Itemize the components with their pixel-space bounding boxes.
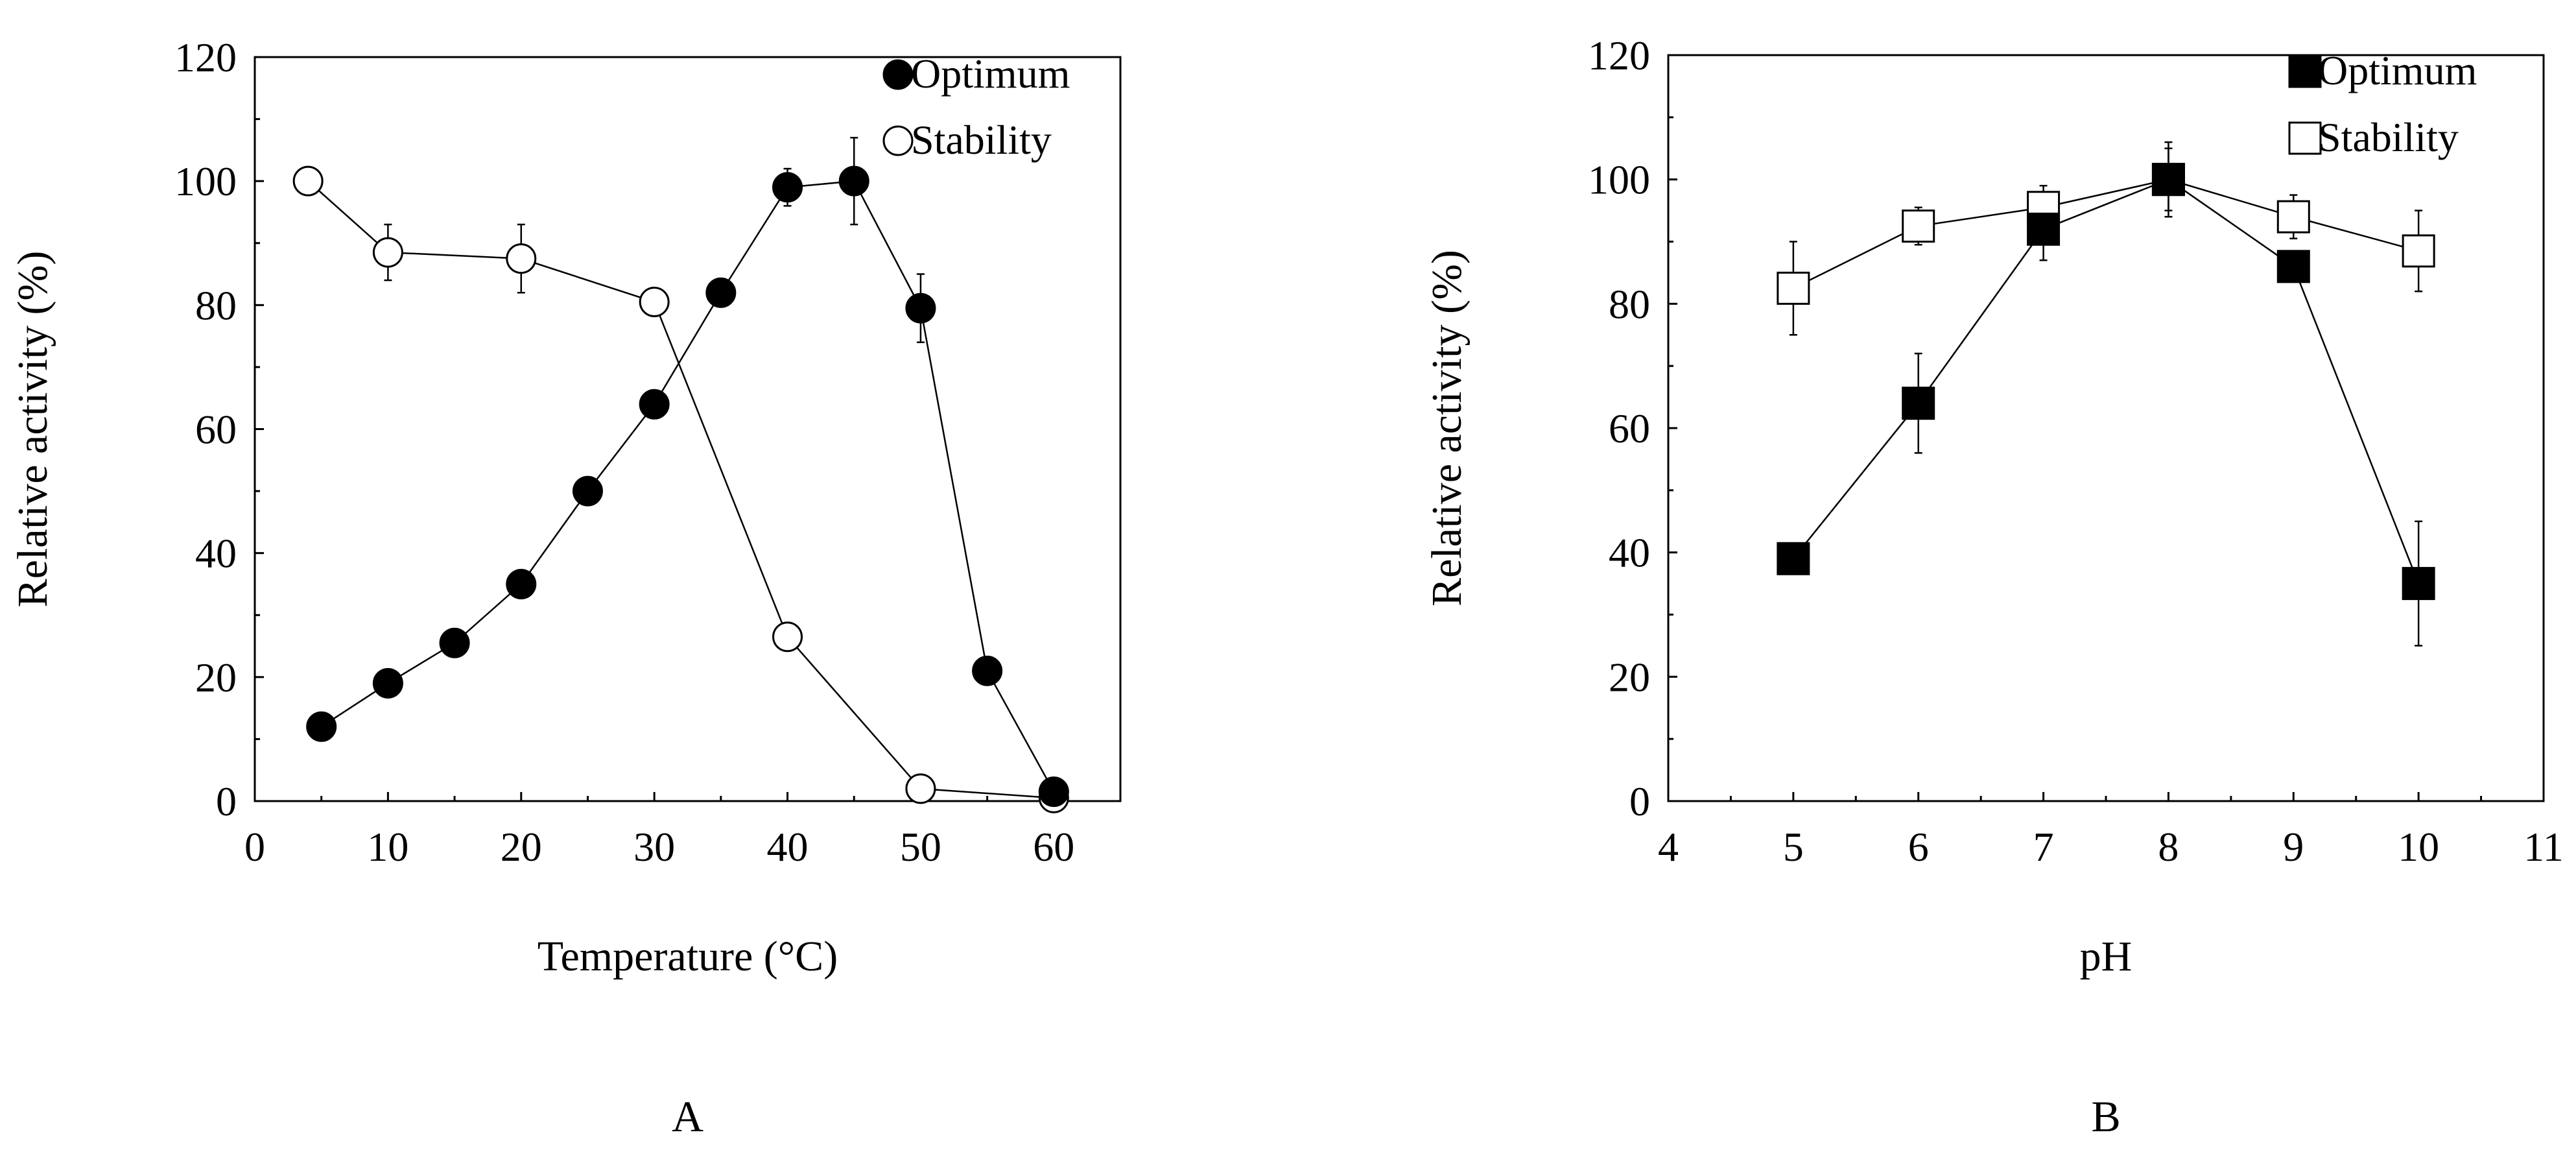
data-point-stability bbox=[1902, 210, 1935, 243]
legend-label-stability: Stability bbox=[911, 117, 1052, 163]
data-point-optimum bbox=[306, 711, 337, 742]
x-tick-label: 7 bbox=[2033, 824, 2054, 870]
y-tick-label: 20 bbox=[1609, 654, 1650, 700]
y-tick-label: 120 bbox=[174, 34, 237, 80]
legend-marker-stability bbox=[882, 125, 914, 156]
legend-label-optimum: Optimum bbox=[911, 51, 1070, 97]
data-point-optimum bbox=[2027, 212, 2061, 246]
y-tick-label: 60 bbox=[195, 407, 237, 453]
series-line-stability bbox=[307, 180, 1054, 799]
x-tick-label: 10 bbox=[2398, 824, 2439, 870]
data-point-stability bbox=[772, 621, 803, 653]
data-point-optimum bbox=[1902, 387, 1935, 420]
data-point-optimum bbox=[838, 165, 869, 197]
data-point-optimum bbox=[2151, 163, 2185, 197]
panel-label: B bbox=[2091, 1092, 2120, 1141]
x-tick-label: 6 bbox=[1908, 824, 1929, 870]
y-tick-label: 80 bbox=[195, 282, 237, 328]
data-point-stability bbox=[372, 237, 403, 268]
data-point-stability bbox=[639, 287, 670, 318]
chart-panel-a: 0 20 40 60 80 100 120 0 10 20 30 40 50 60 Relative act… bbox=[9, 34, 1122, 1141]
x-tick-label: 60 bbox=[1033, 824, 1074, 870]
data-point-optimum bbox=[639, 389, 670, 420]
data-point-optimum bbox=[2276, 250, 2310, 283]
legend-label-stability: Stability bbox=[2318, 114, 2459, 160]
data-point-stability bbox=[292, 165, 324, 197]
y-axis-title: Relative activity (%) bbox=[1423, 250, 1471, 606]
series-line-optimum bbox=[321, 180, 1055, 793]
data-point-optimum bbox=[772, 172, 803, 203]
x-tick-label: 30 bbox=[633, 824, 675, 870]
plot-frame bbox=[1667, 54, 2545, 802]
legend-marker-optimum bbox=[2288, 54, 2322, 88]
series-line-optimum bbox=[1792, 178, 2420, 584]
series-line-stability bbox=[1793, 178, 2419, 289]
data-point-optimum bbox=[2402, 567, 2435, 601]
data-point-optimum bbox=[506, 568, 537, 599]
x-tick-label: 11 bbox=[2523, 824, 2564, 870]
x-tick-label: 5 bbox=[1783, 824, 1804, 870]
y-tick-label: 120 bbox=[1588, 32, 1650, 78]
y-tick-label: 100 bbox=[1588, 157, 1650, 203]
legend-marker-stability bbox=[2288, 121, 2322, 155]
panel-label: A bbox=[672, 1092, 703, 1141]
data-point-optimum bbox=[972, 655, 1003, 686]
data-point-optimum bbox=[439, 627, 470, 658]
data-point-optimum bbox=[905, 293, 936, 324]
x-tick-label: 10 bbox=[367, 824, 408, 870]
y-tick-label: 0 bbox=[1629, 778, 1650, 824]
x-tick-label: 4 bbox=[1658, 824, 1679, 870]
data-point-stability bbox=[1777, 271, 1810, 305]
y-tick-label: 80 bbox=[1609, 281, 1650, 327]
x-axis-title: pH bbox=[2080, 933, 2133, 980]
data-point-optimum bbox=[1777, 542, 1810, 575]
chart-panel-b: 0 20 40 60 80 100 120 4 5 6 7 8 9 10 11 Relative activi… bbox=[1423, 32, 2564, 1141]
x-axis-title: Temperature (°C) bbox=[538, 933, 838, 980]
data-point-optimum bbox=[572, 475, 603, 507]
x-tick-label: 20 bbox=[501, 824, 542, 870]
y-tick-label: 100 bbox=[174, 158, 237, 204]
x-tick-label: 9 bbox=[2283, 824, 2304, 870]
x-tick-label: 40 bbox=[767, 824, 809, 870]
y-tick-label: 40 bbox=[1609, 530, 1650, 576]
y-tick-label: 40 bbox=[195, 531, 237, 577]
data-point-optimum bbox=[372, 667, 403, 699]
data-point-optimum bbox=[1038, 776, 1069, 808]
data-point-stability bbox=[506, 243, 537, 274]
legend-label-optimum: Optimum bbox=[2318, 47, 2477, 93]
y-axis-title: Relative activity (%) bbox=[9, 251, 56, 608]
x-tick-label: 8 bbox=[2158, 824, 2179, 870]
x-tick-label: 50 bbox=[900, 824, 941, 870]
y-tick-label: 0 bbox=[216, 778, 237, 824]
x-tick-label: 0 bbox=[244, 824, 265, 870]
data-point-stability bbox=[2276, 200, 2310, 234]
legend-marker-optimum bbox=[882, 59, 914, 90]
data-point-stability bbox=[2402, 234, 2435, 268]
y-tick-label: 20 bbox=[195, 654, 237, 701]
data-point-optimum bbox=[705, 277, 737, 308]
y-tick-label: 60 bbox=[1609, 405, 1650, 451]
data-point-stability bbox=[905, 773, 936, 804]
